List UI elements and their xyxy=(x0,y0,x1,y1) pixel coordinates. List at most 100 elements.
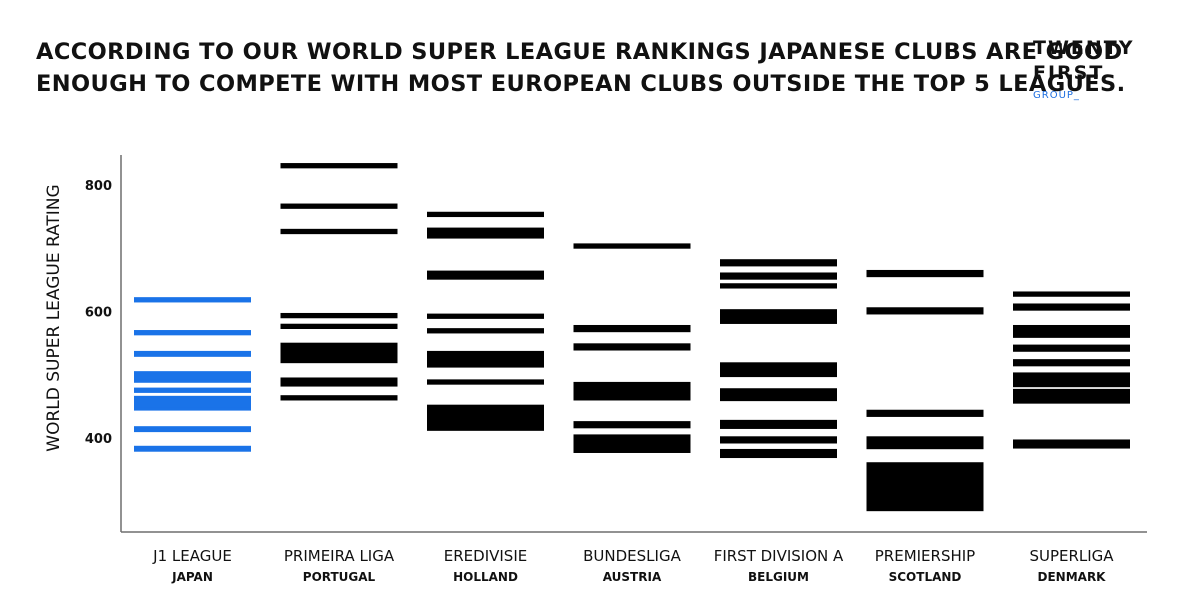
club-rating-mark xyxy=(1013,394,1130,398)
club-rating-mark xyxy=(280,377,398,381)
club-rating-mark xyxy=(134,373,251,377)
club-rating-mark xyxy=(720,312,837,317)
club-rating-mark xyxy=(720,438,837,442)
club-rating-mark xyxy=(427,350,544,355)
logo-word-group: GROUP_ xyxy=(1033,90,1080,101)
club-rating-mark xyxy=(573,443,691,448)
club-rating-mark xyxy=(720,393,837,398)
club-rating-mark xyxy=(427,408,544,412)
club-rating-mark xyxy=(427,270,544,274)
club-rating-mark xyxy=(1013,346,1130,350)
twenty-first-group-logo: TWENTY FIRST GROUP_ xyxy=(1033,36,1173,101)
club-rating-mark xyxy=(134,401,251,405)
club-rating-mark xyxy=(134,428,251,433)
club-rating-mark xyxy=(427,313,544,317)
club-rating-mark xyxy=(866,505,984,510)
club-rating-mark xyxy=(427,227,544,231)
chart-title: ACCORDING TO OUR WORLD SUPER LEAGUE RANK… xyxy=(36,36,1126,100)
club-rating-mark xyxy=(134,387,251,391)
club-rating-mark xyxy=(573,345,691,349)
chart-title-line-2: ENOUGH TO COMPETE WITH MOST EUROPEAN CLU… xyxy=(36,71,1126,97)
club-rating-mark xyxy=(427,379,544,383)
club-rating-mark xyxy=(280,344,398,348)
club-rating-mark xyxy=(427,364,544,368)
club-rating-mark xyxy=(866,479,984,483)
club-rating-mark xyxy=(1013,441,1130,445)
club-rating-mark xyxy=(720,390,837,394)
club-rating-mark xyxy=(427,404,544,409)
club-rating-mark xyxy=(1013,330,1130,335)
club-rating-mark xyxy=(720,425,837,429)
club-rating-mark xyxy=(427,416,544,420)
club-rating-mark xyxy=(866,411,984,416)
club-rating-mark xyxy=(280,312,398,317)
club-rating-mark xyxy=(134,389,251,393)
club-rating-mark xyxy=(866,271,984,276)
club-rating-mark xyxy=(134,445,251,450)
x-category-label: BUNDESLIGA xyxy=(583,547,681,565)
club-rating-mark xyxy=(280,359,398,364)
club-rating-mark xyxy=(280,354,398,358)
club-rating-mark xyxy=(134,330,251,334)
club-rating-mark xyxy=(1013,374,1130,378)
club-rating-mark xyxy=(134,353,251,357)
y-tick-label: 800 xyxy=(85,179,112,194)
club-rating-mark xyxy=(573,436,691,440)
club-rating-mark xyxy=(1013,383,1130,388)
club-rating-mark xyxy=(866,486,984,491)
club-rating-mark xyxy=(134,299,251,303)
club-rating-mark xyxy=(1013,359,1130,363)
club-rating-mark xyxy=(866,466,984,470)
club-rating-mark xyxy=(1013,307,1130,311)
club-rating-mark xyxy=(720,395,837,400)
club-rating-mark xyxy=(1013,328,1130,333)
club-rating-mark xyxy=(866,441,984,446)
x-category-country-label: HOLLAND xyxy=(453,570,518,584)
club-rating-mark xyxy=(1013,303,1130,307)
club-rating-mark xyxy=(134,403,251,407)
club-rating-mark xyxy=(1013,376,1130,380)
club-rating-mark xyxy=(866,445,984,450)
club-rating-mark xyxy=(427,381,544,385)
club-rating-mark xyxy=(866,307,984,311)
club-rating-mark xyxy=(866,471,984,476)
club-rating-mark xyxy=(866,507,984,512)
club-rating-mark xyxy=(573,423,691,427)
club-rating-mark xyxy=(427,315,544,319)
club-rating-mark xyxy=(720,285,837,289)
x-category-country-label: BELGIUM xyxy=(748,570,809,584)
club-rating-mark xyxy=(720,419,837,424)
club-rating-mark xyxy=(720,318,837,323)
club-rating-mark xyxy=(720,373,837,378)
club-rating-mark xyxy=(720,452,837,457)
club-rating-mark xyxy=(1013,293,1130,297)
club-rating-mark xyxy=(427,423,544,428)
club-rating-mark xyxy=(720,371,837,376)
club-rating-mark xyxy=(427,360,544,364)
club-rating-mark xyxy=(134,371,251,375)
club-rating-mark xyxy=(720,440,837,444)
club-rating-mark xyxy=(866,481,984,485)
club-rating-mark xyxy=(427,358,544,362)
club-rating-mark xyxy=(720,450,837,455)
club-rating-mark xyxy=(720,364,837,368)
club-rating-mark xyxy=(720,259,837,263)
club-rating-mark xyxy=(573,424,691,429)
club-rating-mark xyxy=(134,426,251,430)
club-rating-mark xyxy=(1013,380,1130,384)
club-rating-mark xyxy=(720,320,837,324)
club-rating-mark xyxy=(866,498,984,502)
club-rating-mark xyxy=(573,438,691,442)
club-rating-mark xyxy=(866,475,984,479)
club-rating-mark xyxy=(573,447,691,452)
club-rating-mark xyxy=(720,448,837,453)
club-rating-mark xyxy=(720,362,837,366)
club-rating-mark xyxy=(573,434,691,438)
club-rating-mark xyxy=(866,469,984,474)
club-rating-mark xyxy=(1013,372,1130,376)
club-rating-mark xyxy=(1013,443,1130,447)
club-rating-mark xyxy=(280,397,398,401)
club-rating-mark xyxy=(720,423,837,428)
club-rating-mark xyxy=(720,276,837,280)
